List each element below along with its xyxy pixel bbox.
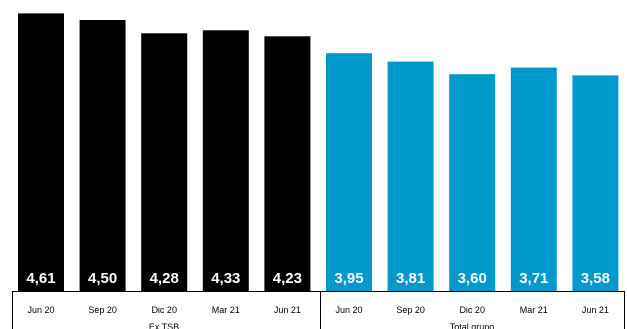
value-labels-layer: 4,61 4,50 4,28 4,33 4,23 3,95 3,81 3,60 3,71 3,58: [26, 270, 610, 287]
bar-7: [449, 74, 496, 291]
bar-9: [572, 75, 619, 292]
bar-5: [326, 53, 372, 292]
value-label-2: 4,28: [150, 270, 179, 287]
value-label-0: 4,61: [26, 270, 55, 287]
bar-4: [264, 36, 311, 291]
bars-layer: [18, 13, 619, 292]
value-label-3: 4,33: [211, 270, 240, 287]
tick-label-7: Dic 20: [459, 305, 485, 315]
bar-6: [387, 61, 434, 291]
tick-label-1: Sep 20: [88, 305, 117, 315]
group-label-1: Total grupo: [450, 322, 495, 329]
bar-2: [141, 33, 188, 292]
tick-label-3: Mar 21: [212, 305, 240, 315]
tick-labels-layer: Jun 20 Sep 20 Dic 20 Mar 21 Jun 21 Jun 20 Sep …: [27, 305, 608, 315]
value-label-4: 4,23: [273, 270, 302, 287]
bar-8: [510, 67, 557, 291]
tick-label-9: Jun 21: [582, 305, 609, 315]
group-label-0: Ex TSB: [149, 322, 179, 329]
tick-label-4: Jun 21: [274, 305, 301, 315]
x-axis: [12, 291, 625, 329]
value-label-9: 3,58: [581, 270, 610, 287]
tick-label-2: Dic 20: [151, 305, 177, 315]
bar-0: [18, 13, 64, 292]
bar-1: [79, 20, 126, 291]
tick-label-5: Jun 20: [335, 305, 362, 315]
value-label-1: 4,50: [88, 270, 117, 287]
tick-label-6: Sep 20: [396, 305, 425, 315]
value-label-5: 3,95: [334, 270, 363, 287]
value-label-6: 3,81: [396, 270, 425, 287]
value-label-8: 3,71: [519, 270, 548, 287]
tick-label-0: Jun 20: [27, 305, 54, 315]
value-label-7: 3,60: [458, 270, 487, 287]
tick-label-8: Mar 21: [520, 305, 548, 315]
bar-3: [202, 30, 249, 292]
group-labels-layer: Ex TSB Total grupo: [149, 322, 494, 329]
